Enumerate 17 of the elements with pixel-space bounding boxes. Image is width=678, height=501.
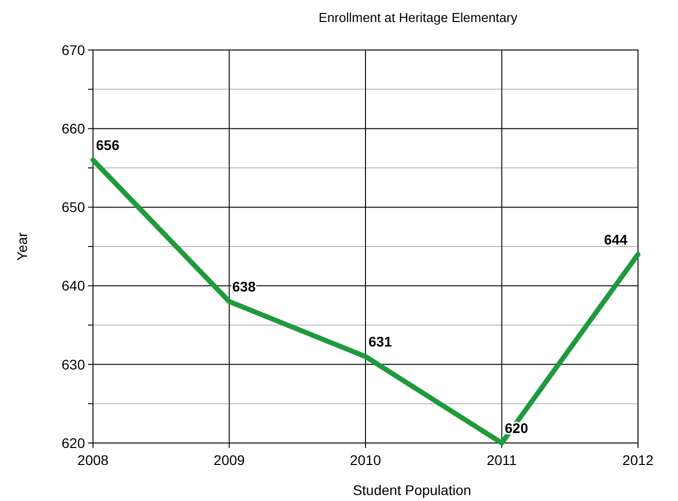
y-tick-label: 640 [62,278,86,294]
y-tick-label: 650 [62,199,86,216]
y-tick-label: 630 [62,356,86,372]
y-tick-label: 670 [62,42,86,58]
data-label: 631 [368,334,392,350]
x-tick-label: 2009 [214,452,246,468]
y-axis-title: Year [14,232,30,261]
x-tick-label: 2010 [350,452,382,468]
x-tick-label: 2011 [486,452,518,468]
x-tick-label: 2008 [77,452,109,468]
y-tick-label: 620 [62,434,86,451]
x-axis-title: Student Population [352,482,472,498]
data-label: 644 [604,231,628,248]
chart-title: Enrollment at Heritage Elementary [318,10,518,25]
x-tick-label: 2012 [622,452,654,468]
y-tick-label: 660 [62,120,86,136]
data-label: 656 [96,137,120,154]
